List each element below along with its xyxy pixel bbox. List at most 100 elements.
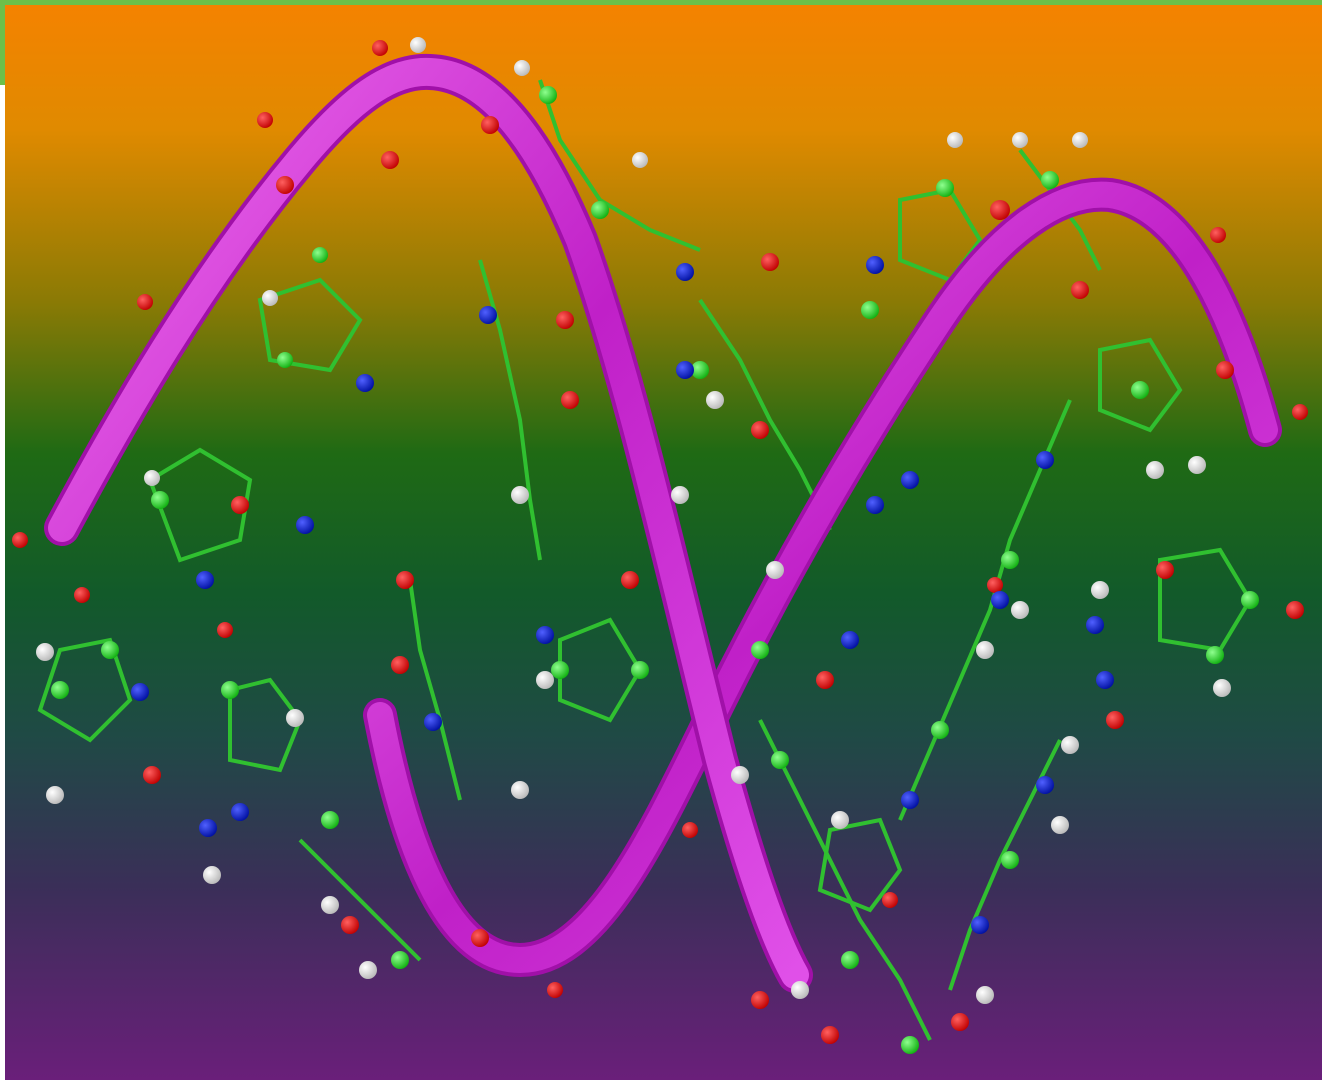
- atom: [761, 253, 779, 271]
- atom: [511, 486, 529, 504]
- atom: [882, 892, 898, 908]
- atom: [682, 822, 698, 838]
- atom: [101, 641, 119, 659]
- atom: [481, 116, 499, 134]
- atom: [391, 656, 409, 674]
- atom: [356, 374, 374, 392]
- atom: [1091, 581, 1109, 599]
- atom: [536, 626, 554, 644]
- atom: [276, 176, 294, 194]
- atom: [277, 352, 293, 368]
- atom: [199, 819, 217, 837]
- atom: [766, 561, 784, 579]
- bond-chain: [698, 298, 832, 531]
- atom: [1156, 561, 1174, 579]
- atom: [990, 200, 1010, 220]
- atom: [372, 40, 388, 56]
- atom: [1041, 171, 1059, 189]
- atom: [841, 631, 859, 649]
- atom: [901, 791, 919, 809]
- bond-chain: [898, 399, 1072, 821]
- atom: [1146, 461, 1164, 479]
- atom: [976, 641, 994, 659]
- atom: [971, 916, 989, 934]
- bond-chain: [758, 719, 932, 1041]
- atom: [676, 361, 694, 379]
- atom: [74, 587, 90, 603]
- atom: [221, 681, 239, 699]
- atom: [1036, 451, 1054, 469]
- atom: [217, 622, 233, 638]
- atom: [1051, 816, 1069, 834]
- atom: [203, 866, 221, 884]
- atom: [1001, 851, 1019, 869]
- atom: [987, 577, 1003, 593]
- atom: [391, 951, 409, 969]
- bond-chain: [538, 79, 701, 252]
- atom: [561, 391, 579, 409]
- atom: [341, 916, 359, 934]
- atom: [1061, 736, 1079, 754]
- bond-ring: [817, 817, 903, 913]
- atom: [751, 421, 769, 439]
- atom: [321, 811, 339, 829]
- atom: [947, 132, 963, 148]
- atom: [1036, 776, 1054, 794]
- atom: [1292, 404, 1308, 420]
- atom: [706, 391, 724, 409]
- helix-strand-front: [48, 57, 809, 989]
- left-edge: [0, 85, 5, 1080]
- left-border: [0, 0, 5, 85]
- atom: [511, 781, 529, 799]
- atom: [137, 294, 153, 310]
- atom: [1106, 711, 1124, 729]
- bond-chain: [478, 259, 542, 561]
- atom: [731, 766, 749, 784]
- atom: [514, 60, 530, 76]
- oxygen-atoms: [12, 40, 1308, 1044]
- atom: [831, 811, 849, 829]
- atom: [1286, 601, 1304, 619]
- atom: [556, 311, 574, 329]
- bond-ring: [228, 677, 303, 773]
- bond-chain: [298, 838, 422, 962]
- atom: [1012, 132, 1028, 148]
- atom: [631, 661, 649, 679]
- atom: [861, 301, 879, 319]
- bond-ring: [257, 277, 363, 373]
- atom: [471, 929, 489, 947]
- atom: [551, 661, 569, 679]
- atom: [771, 751, 789, 769]
- atom: [1188, 456, 1206, 474]
- bond-ring: [37, 637, 133, 743]
- atom: [1210, 227, 1226, 243]
- atom: [1213, 679, 1231, 697]
- atom: [751, 991, 769, 1009]
- atom: [46, 786, 64, 804]
- atom: [936, 179, 954, 197]
- atom: [396, 571, 414, 589]
- nitrogen-atoms: [131, 256, 1114, 934]
- top-border: [0, 0, 1322, 5]
- atom: [131, 683, 149, 701]
- bond-ring: [1158, 547, 1253, 653]
- atom: [479, 306, 497, 324]
- bond-ring: [558, 617, 643, 723]
- atom: [1216, 361, 1234, 379]
- atom: [901, 471, 919, 489]
- atom: [424, 713, 442, 731]
- atom: [196, 571, 214, 589]
- atom: [381, 151, 399, 169]
- carbon-atoms: [51, 86, 1259, 1054]
- bond-ring: [1098, 337, 1183, 433]
- atom: [410, 37, 426, 53]
- atom: [1072, 132, 1088, 148]
- atom: [539, 86, 557, 104]
- atom: [676, 263, 694, 281]
- atom: [321, 896, 339, 914]
- atom: [621, 571, 639, 589]
- atom: [359, 961, 377, 979]
- atom: [231, 496, 249, 514]
